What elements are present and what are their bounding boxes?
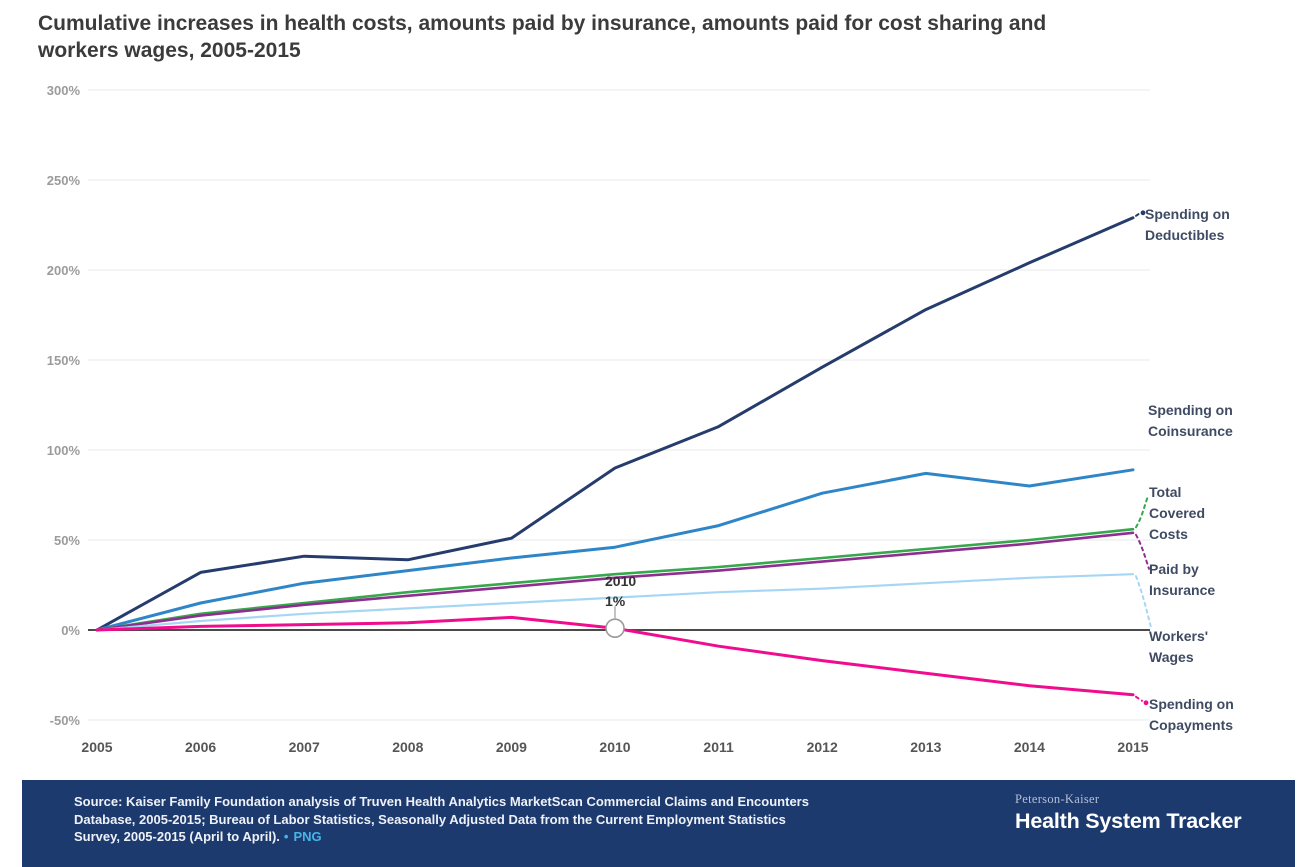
bullet-separator: • [283, 829, 289, 844]
x-tick-label: 2009 [496, 739, 527, 755]
series-label-coinsurance: Spending on Coinsurance [1148, 402, 1233, 439]
x-tick-label: 2015 [1117, 739, 1148, 755]
y-tick-label: 300% [47, 83, 81, 98]
brand-peterson-kaiser: Peterson-Kaiser [1015, 792, 1100, 806]
y-tick-label: 200% [47, 263, 81, 278]
line-total-covered-costs [95, 527, 1135, 632]
leader-paid-by-insurance [1135, 533, 1150, 570]
x-tick-label: 2007 [289, 739, 320, 755]
source-line: Database, 2005-2015; Bureau of Labor Sta… [74, 811, 786, 827]
leader-dot-spending-on-copayments [1143, 700, 1149, 706]
source-line: Survey, 2005-2015 (April to April). • PNG [74, 828, 974, 846]
leader-total-covered-costs [1135, 495, 1149, 529]
series-label-paid-by-insurance: Paid by Insurance [1149, 561, 1216, 598]
line-workers-wages [95, 573, 1135, 632]
x-tick-label: 2011 [703, 739, 734, 755]
leader-workers-wages [1135, 575, 1152, 629]
annotation-2010: 2010 1% [605, 571, 665, 611]
source-line: Source: Kaiser Family Foundation analysi… [74, 794, 809, 809]
y-tick-label: -50% [50, 713, 81, 728]
brand-block: Peterson-Kaiser Health System Tracker [1015, 792, 1295, 834]
annotation-year: 2010 [605, 573, 637, 589]
line-paid-by-insurance [95, 531, 1135, 632]
x-tick-label: 2008 [392, 739, 423, 755]
chart-title: Cumulative increases in health costs, am… [38, 12, 1047, 62]
leader-spending-on-deductibles [1135, 212, 1140, 217]
annotation-value: 1% [605, 593, 626, 609]
png-download-link[interactable]: PNG [293, 829, 322, 844]
series-label-deductibles: Spending on Deductibles [1145, 206, 1230, 243]
x-tick-label: 2013 [910, 739, 941, 755]
x-tick-label: 2012 [807, 739, 838, 755]
annotation-marker [605, 618, 625, 639]
brand-health-system-tracker: Health System Tracker [1015, 809, 1242, 833]
x-tick-label: 2005 [81, 739, 112, 755]
y-tick-label: 0% [61, 623, 80, 638]
x-tick-label: 2006 [185, 739, 216, 755]
y-tick-label: 50% [54, 533, 80, 548]
y-tick-label: 100% [47, 443, 81, 458]
source-line-text: Survey, 2005-2015 (April to April). [74, 829, 280, 844]
x-tick-label: 2010 [599, 739, 630, 755]
line-spending-on-coinsurance [95, 468, 1135, 632]
y-tick-label: 150% [47, 353, 81, 368]
line-chart: 300% 250% 200% 150% 100% 50% 0% -50%2005 2006 200… [47, 83, 1152, 755]
series-label-total-covered-costs: Total Covered Costs [1149, 484, 1206, 542]
leader-spending-on-copayments [1135, 695, 1143, 702]
series-label-workers-wages: Workers' Wages [1149, 628, 1209, 665]
leader-dot-spending-on-deductibles [1140, 210, 1146, 216]
x-tick-label: 2014 [1014, 739, 1045, 755]
line-spending-on-deductibles [95, 216, 1135, 632]
footer: Source: Kaiser Family Foundation analysi… [22, 780, 1295, 867]
source-text: Source: Kaiser Family Foundation analysi… [74, 793, 974, 846]
chart-area: 300% 250% 200% 150% 100% 50% 0% -50% 2005 2006 200… [47, 83, 1234, 755]
y-tick-label: 250% [47, 173, 81, 188]
series-label-copayments: Spending on Copayments [1149, 696, 1234, 733]
